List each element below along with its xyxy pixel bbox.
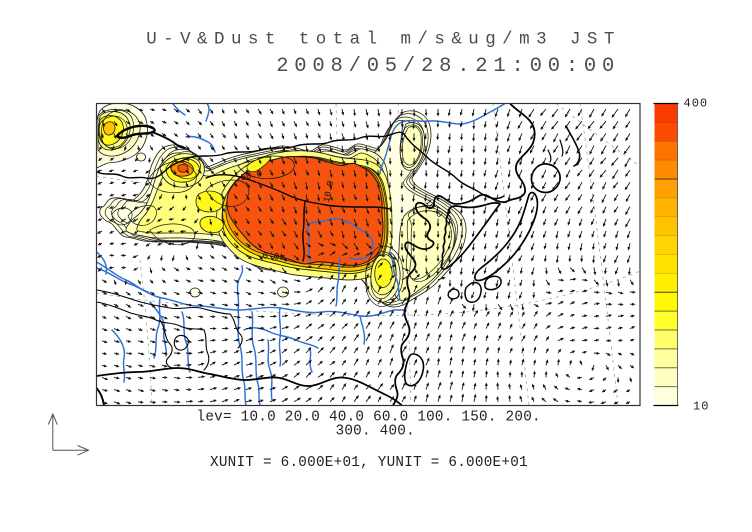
svg-text:10.0: 10.0 [322, 180, 336, 203]
svg-text:300. 400.: 300. 400. [336, 424, 415, 440]
svg-text:lev= 10.0 20.0 40.0 60.0 100.: lev= 10.0 20.0 40.0 60.0 100. 150. 200. [197, 409, 541, 425]
svg-text:40.0: 40.0 [262, 249, 286, 262]
svg-text:50.0: 50.0 [240, 169, 263, 183]
svg-text:XUNIT = 6.000E+01, YUNIT = 6.0: XUNIT = 6.000E+01, YUNIT = 6.000E+01 [210, 455, 528, 471]
svg-text:2008/05/28.21:00:00: 2008/05/28.21:00:00 [276, 55, 620, 78]
svg-text:10: 10 [693, 400, 709, 414]
svg-text:400: 400 [684, 97, 709, 111]
svg-text:U-V&Dust total m/s&ug/m3 JST: U-V&Dust total m/s&ug/m3 JST [146, 30, 621, 50]
